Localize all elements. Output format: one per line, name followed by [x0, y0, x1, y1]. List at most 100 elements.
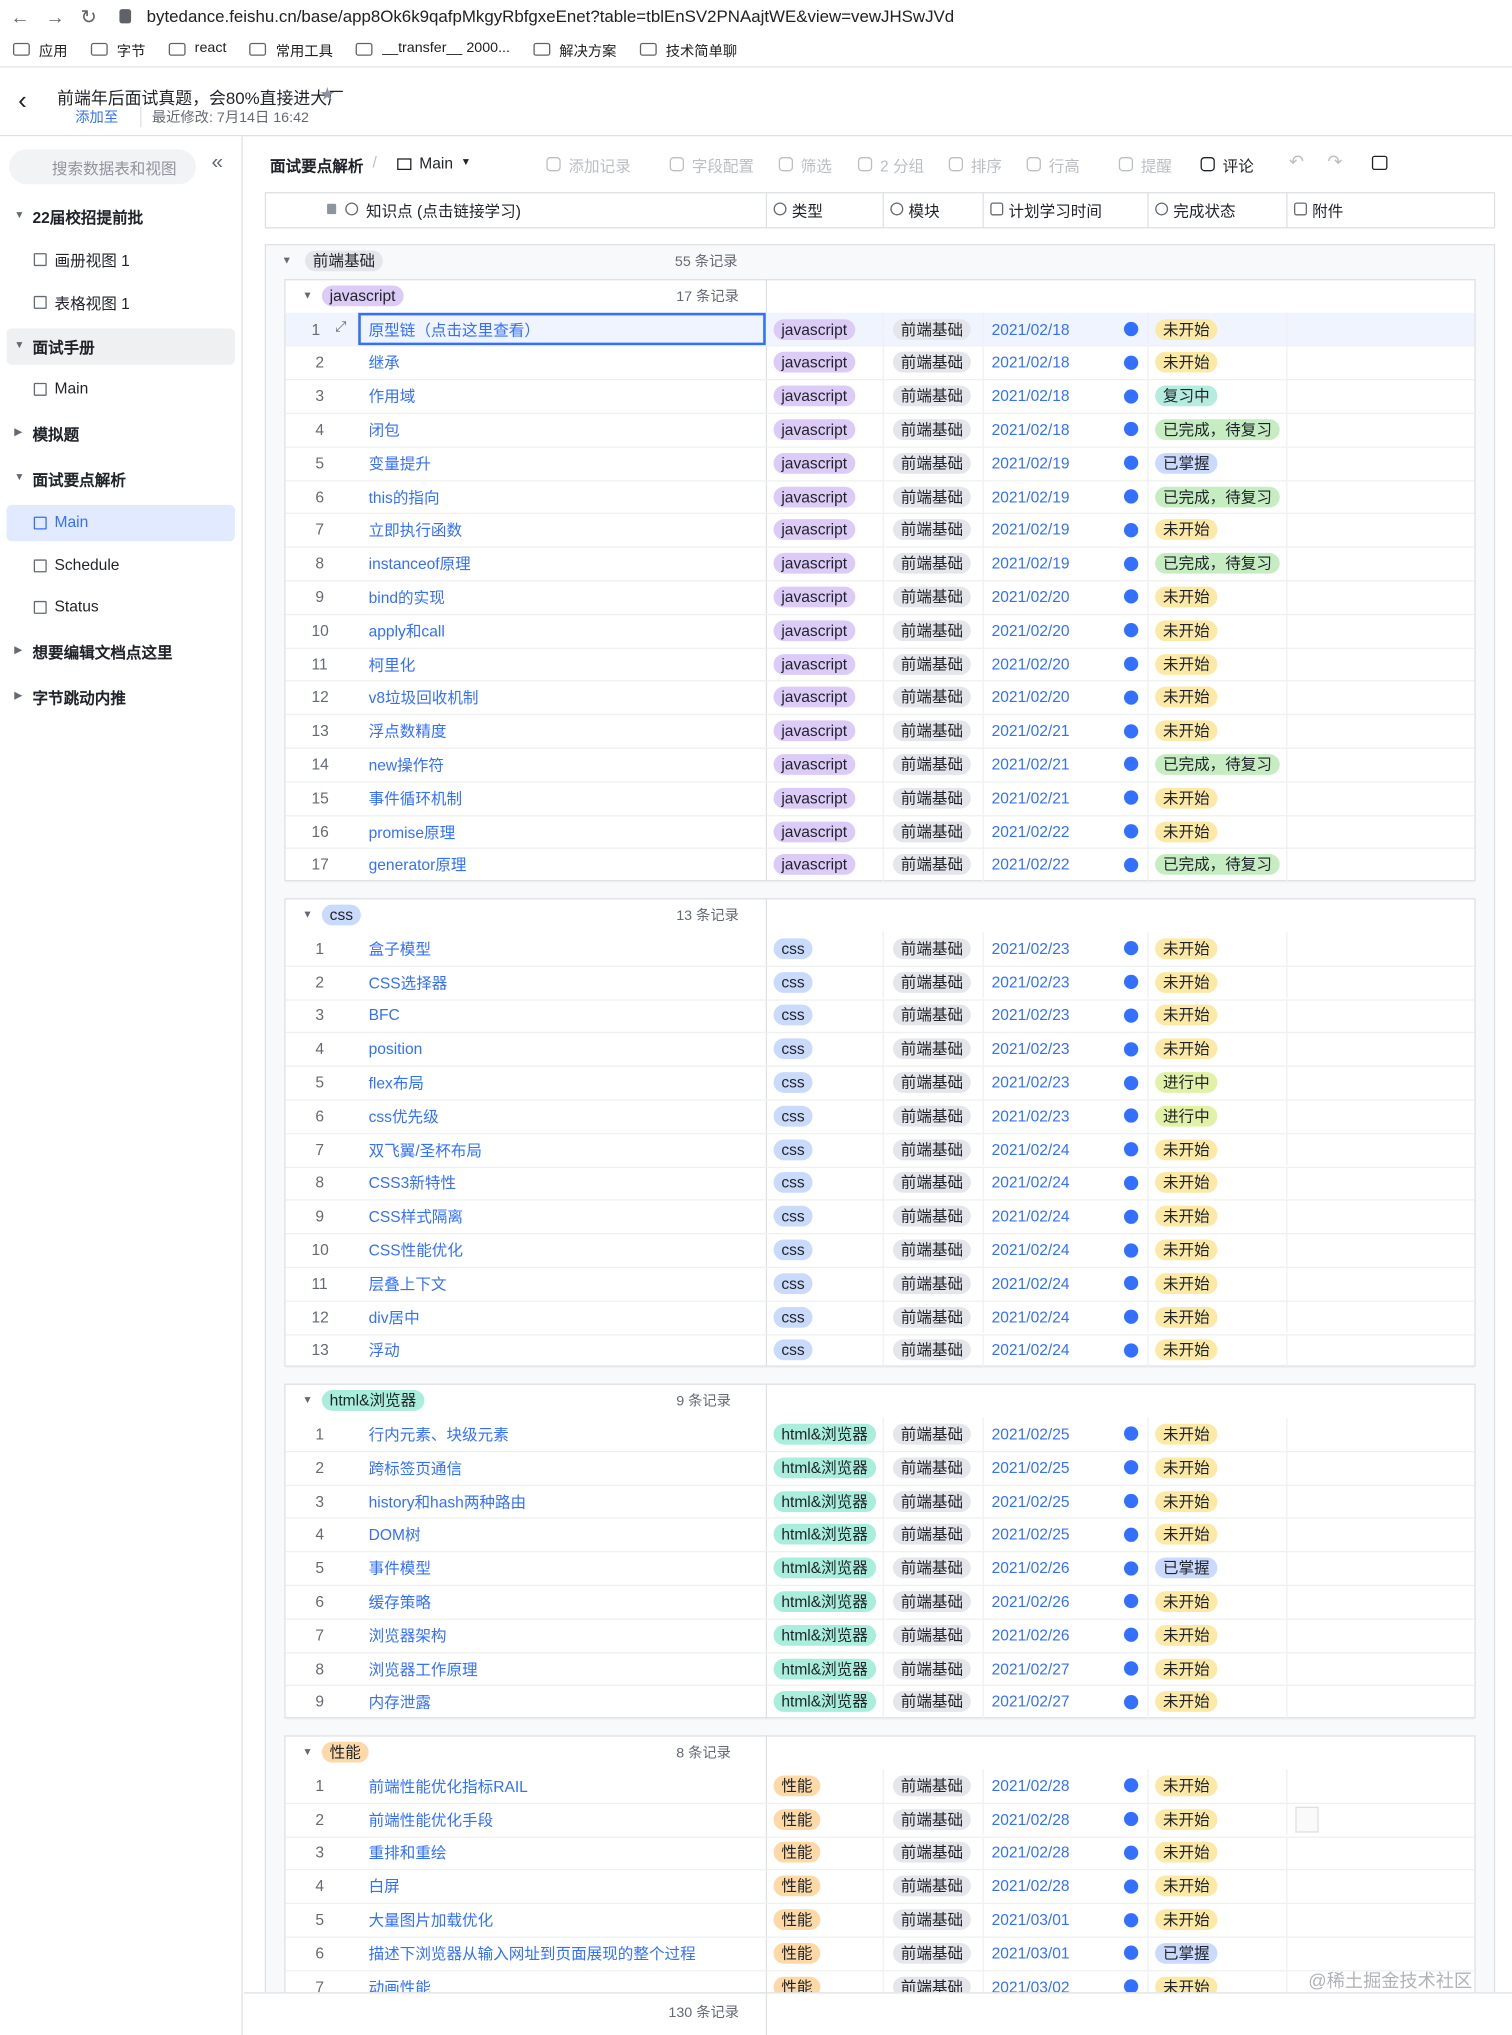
record-link[interactable]: 动画性能	[368, 1978, 431, 1993]
subgroup-toggle[interactable]: ▼	[302, 289, 313, 302]
tree-item[interactable]: Schedule	[54, 555, 120, 574]
tree-item[interactable]: 想要编辑文档点这里	[32, 643, 173, 662]
record-link[interactable]: 事件循环机制	[368, 789, 463, 808]
record-link[interactable]: 跨标签页通信	[368, 1459, 463, 1478]
toolbar-button[interactable]: 提醒	[1140, 157, 1173, 176]
row-line	[285, 1969, 1475, 1972]
record-link[interactable]: 浮点数精度	[368, 722, 447, 741]
bookmark[interactable]: 常用工具	[275, 44, 333, 60]
bookmark[interactable]: 应用	[38, 44, 68, 60]
tree-item[interactable]: 字节跳动内推	[32, 689, 126, 708]
record-link[interactable]: 变量提升	[368, 454, 431, 473]
record-link[interactable]: 立即执行函数	[368, 521, 463, 540]
bookmark[interactable]: 解决方案	[559, 44, 617, 60]
column-title[interactable]: 类型	[791, 202, 823, 221]
record-link[interactable]: CSS样式隔离	[368, 1207, 463, 1227]
record-link[interactable]: 层叠上下文	[368, 1274, 447, 1294]
record-link[interactable]: 继承	[368, 354, 400, 373]
record-link[interactable]: v8垃圾回收机制	[368, 688, 479, 708]
bookmark[interactable]: 字节	[116, 44, 146, 60]
record-link[interactable]: position	[368, 1039, 423, 1059]
record-link[interactable]: 浏览器工作原理	[368, 1660, 478, 1679]
tree-item[interactable]: Status	[54, 597, 99, 616]
record-link[interactable]: 重排和重绘	[368, 1844, 447, 1863]
search-input[interactable]: 搜索数据表和视图	[51, 159, 177, 178]
tree-item[interactable]: Main	[54, 378, 89, 398]
record-link[interactable]: 盒子模型	[368, 940, 431, 959]
toolbar-button[interactable]: 排序	[970, 157, 1002, 176]
record-link[interactable]: 事件模型	[368, 1559, 431, 1578]
bookmark[interactable]: react	[194, 40, 227, 56]
tree-item[interactable]: 22届校招提前批	[32, 208, 144, 228]
record-link[interactable]: history和hash两种路由	[368, 1492, 527, 1511]
record-link[interactable]: BFC	[368, 1006, 400, 1025]
record-link[interactable]: DOM树	[368, 1526, 421, 1545]
tree-item[interactable]: 面试要点解析	[32, 471, 126, 490]
toolbar-button[interactable]: 添加记录	[568, 157, 631, 176]
record-link[interactable]: generator原理	[368, 856, 467, 875]
cell-divider	[882, 1551, 884, 1585]
record-link[interactable]: 前端性能优化指标RAIL	[368, 1777, 528, 1796]
toolbar-button[interactable]: 字段配置	[691, 157, 755, 176]
record-link[interactable]: bind的实现	[368, 588, 445, 607]
cell-divider	[882, 781, 884, 815]
record-link[interactable]: 浮动	[368, 1341, 400, 1361]
toolbar-button[interactable]: 筛选	[800, 157, 832, 176]
bookmark[interactable]: 技术简单聊	[665, 44, 738, 60]
url[interactable]: bytedance.feishu.cn/base/app8Ok6k9qafpMk…	[146, 6, 955, 26]
record-link[interactable]: 浏览器架构	[368, 1626, 447, 1645]
record-link[interactable]: 内存泄露	[368, 1693, 431, 1712]
collapse[interactable]: «	[211, 151, 224, 174]
bookmark[interactable]: __transfer__ 2000...	[382, 40, 510, 56]
record-link[interactable]: new操作符	[368, 755, 444, 775]
column-title[interactable]: 知识点 (点击链接学习)	[366, 202, 521, 221]
record-link[interactable]: 原型链（点击这里查看）	[368, 320, 540, 339]
record-link[interactable]: CSS3新特性	[368, 1174, 457, 1193]
record-link[interactable]: promise原理	[368, 822, 456, 842]
record-link[interactable]: this的指向	[368, 488, 440, 507]
tree-item[interactable]: Main	[54, 512, 89, 531]
record-link[interactable]: 作用域	[368, 387, 416, 406]
column-title[interactable]: 计划学习时间	[1008, 202, 1102, 221]
tree-item[interactable]: 模拟题	[32, 425, 80, 444]
expand-record[interactable]: ⤢	[334, 318, 347, 335]
col-divider	[765, 192, 768, 229]
back-button[interactable]: ‹	[18, 86, 27, 116]
tree-item[interactable]: 表格视图 1	[54, 294, 130, 313]
subgroup-toggle[interactable]: ▼	[302, 1394, 313, 1407]
toolbar-button[interactable]: 2 分组	[879, 157, 925, 176]
view-name[interactable]: Main	[419, 154, 453, 173]
cell-divider	[882, 513, 884, 547]
record-link[interactable]: apply和call	[368, 621, 445, 641]
record-link[interactable]: CSS选择器	[368, 973, 448, 992]
column-title[interactable]: 完成状态	[1173, 202, 1236, 221]
subgroup-toggle[interactable]: ▼	[302, 908, 313, 921]
date: 2021/02/21	[991, 788, 1070, 807]
group-toggle[interactable]: ▼	[281, 254, 292, 267]
column-title[interactable]: 附件	[1312, 202, 1344, 221]
search-icon[interactable]	[1371, 155, 1388, 171]
record-link[interactable]: CSS性能优化	[368, 1241, 463, 1260]
record-link[interactable]: css优先级	[368, 1107, 439, 1126]
record-link[interactable]: div居中	[368, 1308, 420, 1327]
column-title[interactable]: 模块	[908, 202, 940, 221]
record-link[interactable]: 行内元素、块级元素	[368, 1425, 509, 1444]
record-link[interactable]: instanceof原理	[368, 554, 471, 574]
record-link[interactable]: 双飞翼/圣杯布局	[368, 1140, 482, 1160]
record-link[interactable]: 前端性能优化手段	[368, 1810, 494, 1829]
record-link[interactable]: flex布局	[368, 1074, 425, 1093]
record-link[interactable]: 白屏	[368, 1877, 400, 1896]
record-link[interactable]: 描述下浏览器从输入网址到页面展现的整个过程	[368, 1944, 696, 1963]
subgroup-toggle[interactable]: ▼	[302, 1746, 313, 1758]
toolbar-button[interactable]: 评论	[1222, 157, 1254, 176]
tree-item[interactable]: 画册视图 1	[54, 251, 130, 270]
toolbar-button[interactable]: 行高	[1048, 157, 1080, 176]
row-number: 8	[315, 1659, 325, 1678]
tree-item[interactable]: 面试手册	[32, 338, 95, 357]
record-link[interactable]: 闭包	[368, 421, 400, 440]
cell-divider	[982, 747, 984, 782]
record-link[interactable]: 大量图片加载优化	[368, 1911, 494, 1930]
add-to[interactable]: 添加至	[75, 110, 119, 126]
record-link[interactable]: 柯里化	[368, 655, 416, 674]
record-link[interactable]: 缓存策略	[368, 1593, 431, 1612]
